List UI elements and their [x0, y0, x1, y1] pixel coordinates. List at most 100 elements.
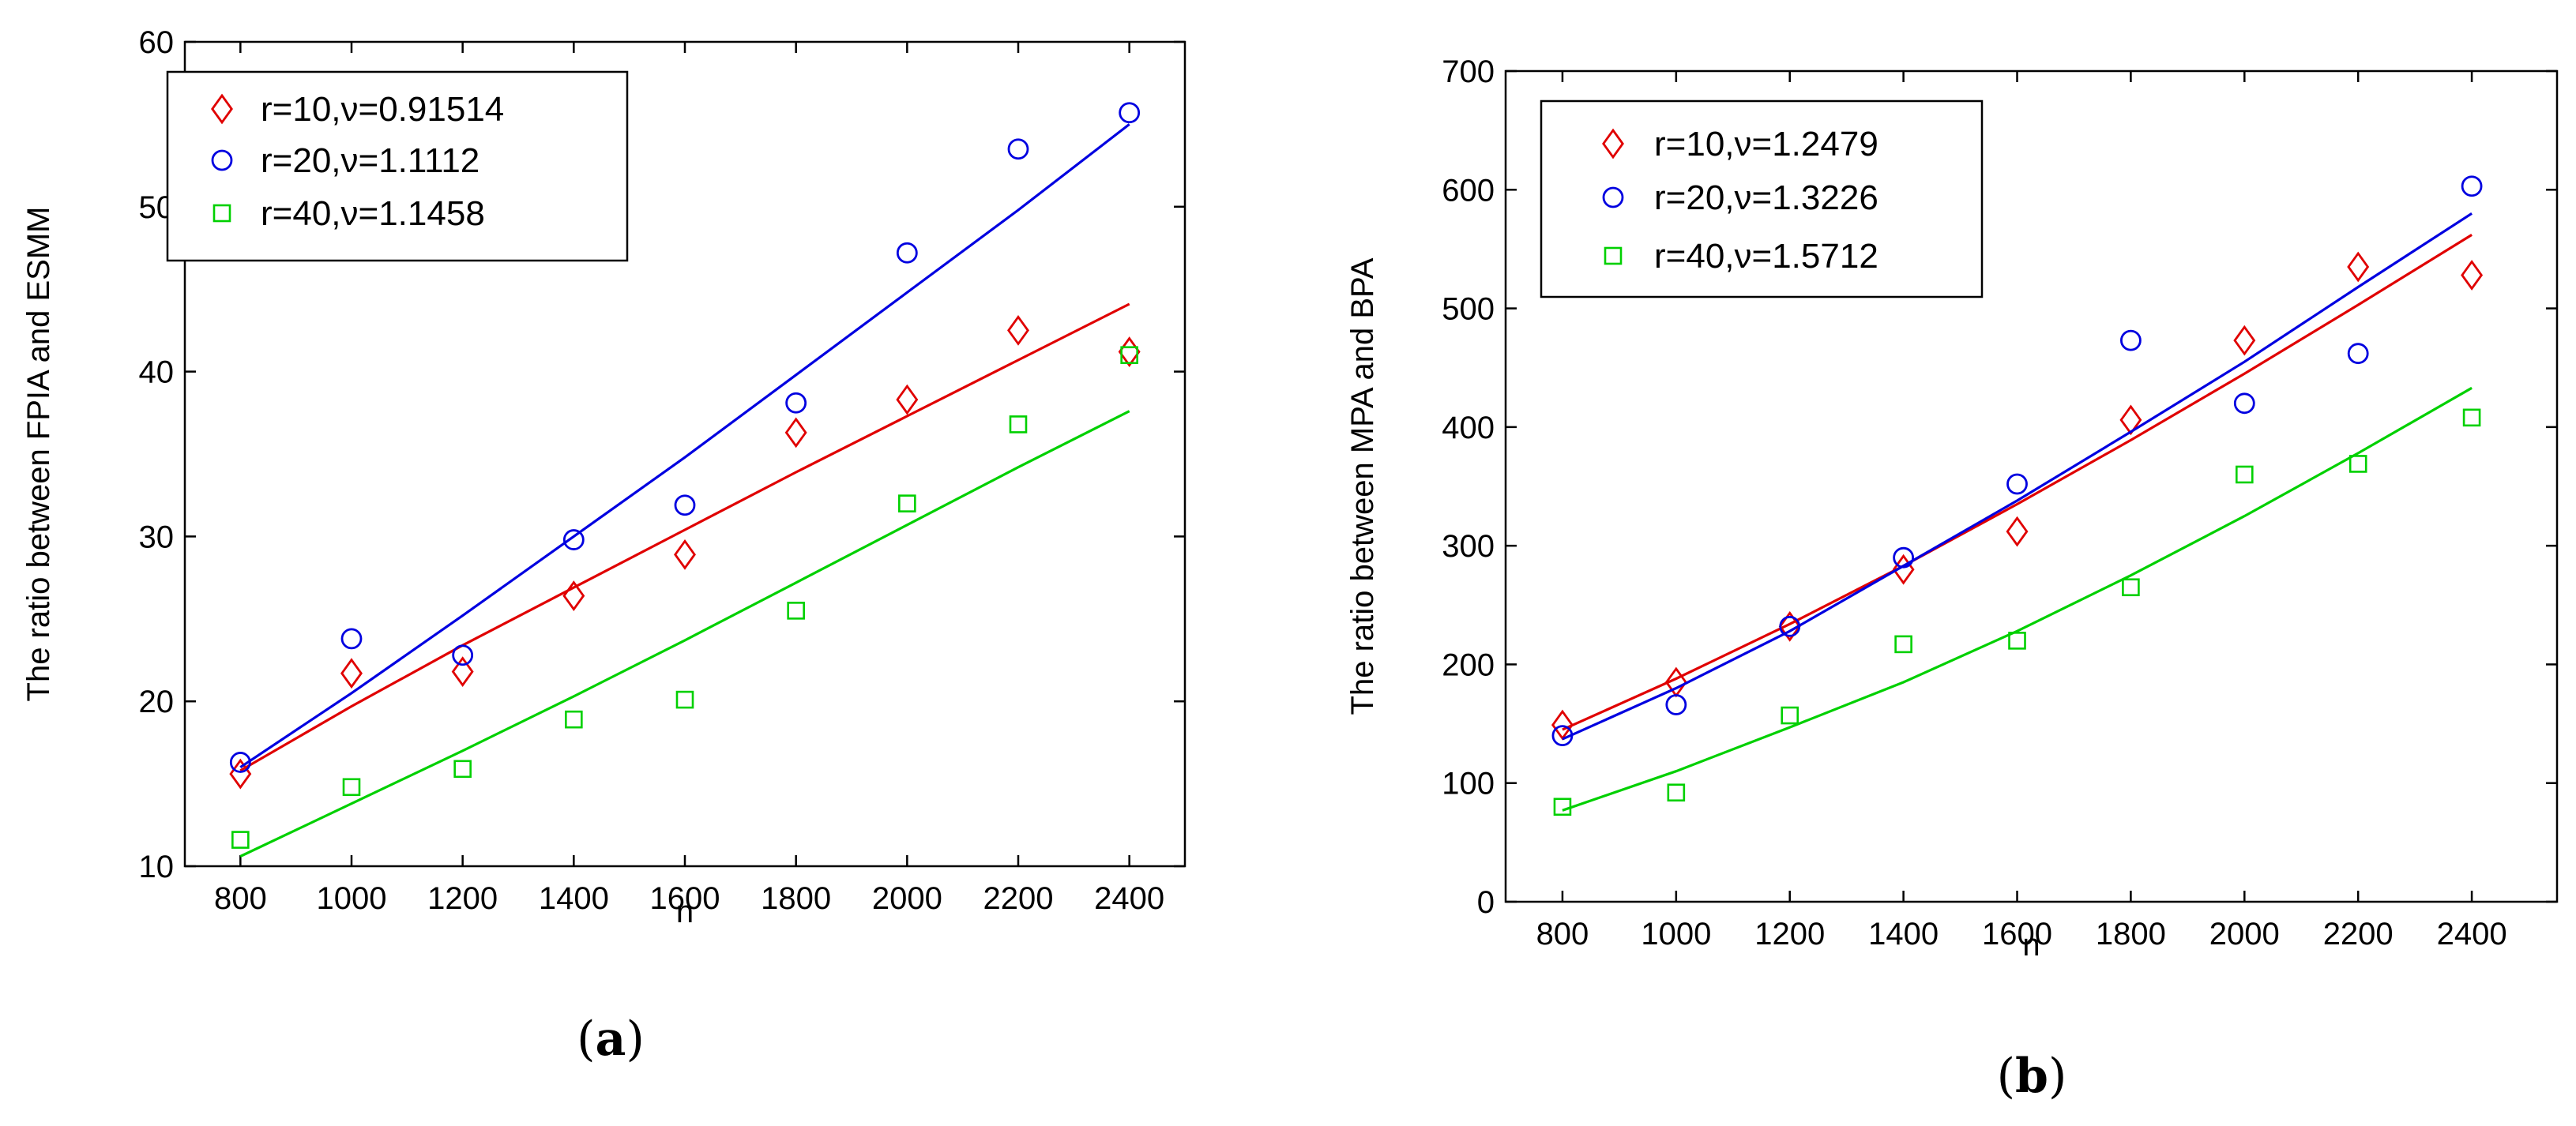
- x-tick-label: 1400: [1868, 917, 1939, 951]
- x-tick-label: 2400: [2437, 917, 2507, 951]
- x-tick-label: 2400: [1094, 881, 1164, 916]
- fit-line-series-1: [1562, 234, 2473, 731]
- data-point-series-1: [2119, 404, 2142, 436]
- data-point-series-2: [2461, 175, 2483, 197]
- x-tick-label: 1800: [2096, 917, 2166, 951]
- legend-label-series-2: r=20,ν=1.3226: [1654, 178, 1878, 217]
- data-point-series-3: [1894, 635, 1912, 654]
- data-point-series-2: [562, 529, 585, 550]
- data-point-series-2: [1665, 694, 1687, 715]
- data-point-series-3: [565, 710, 583, 729]
- data-point-series-2: [2120, 329, 2142, 351]
- data-point-series-2: [1779, 615, 1801, 637]
- x-tick-label: 1200: [1754, 917, 1825, 951]
- data-point-series-1: [1007, 315, 1029, 346]
- legend-label-series-3: r=40,ν=1.5712: [1654, 237, 1878, 276]
- data-point-series-2: [1119, 102, 1141, 124]
- data-point-series-3: [2348, 455, 2367, 473]
- data-point-series-3: [1667, 783, 1686, 802]
- data-point-series-3: [2235, 465, 2254, 484]
- y-tick-label: 500: [1442, 292, 1495, 327]
- chart-panel-b: 0 100 200 300 400 500 600 700 800 1000 1200 1400 16…: [1345, 54, 2559, 1104]
- legend-label-series-1: r=10,ν=0.91514: [261, 90, 504, 129]
- data-point-series-1: [229, 758, 252, 790]
- data-point-series-3: [1009, 415, 1028, 434]
- data-point-series-3: [2122, 578, 2140, 597]
- data-point-series-2: [674, 494, 696, 516]
- y-tick-label: 10: [139, 850, 175, 884]
- legend-b: r=10,ν=1.2479 r=20,ν=1.3226 r=40,ν=1.5712: [1540, 99, 1984, 298]
- y-tick-label: 40: [139, 355, 175, 390]
- data-point-series-2: [896, 242, 918, 264]
- data-point-series-1: [2233, 325, 2256, 356]
- y-tick-label: 0: [1477, 885, 1495, 920]
- x-tick-label: 2200: [2323, 917, 2394, 951]
- x-axis-b: 800 1000 1200 1400 1600 1800 2000 2200 2400: [1536, 71, 2507, 951]
- data-point-series-1: [562, 580, 585, 611]
- data-point-series-1: [451, 656, 474, 688]
- y-tick-label: 400: [1442, 411, 1495, 445]
- x-axis-label-b: n: [2022, 928, 2040, 963]
- x-tick-label: 800: [214, 881, 267, 916]
- x-tick-label: 1600: [1982, 917, 2052, 951]
- y-tick-label: 300: [1442, 529, 1495, 564]
- y-tick-label: 30: [139, 520, 175, 554]
- data-point-series-2: [1551, 725, 1574, 746]
- data-point-series-2: [1007, 138, 1029, 160]
- data-point-series-3: [675, 690, 694, 709]
- y-axis-b: 0 100 200 300 400 500 600 700: [1442, 54, 2557, 920]
- data-point-series-2: [452, 644, 474, 666]
- y-tick-label: 700: [1442, 54, 1495, 89]
- y-tick-label: 200: [1442, 647, 1495, 682]
- data-point-series-1: [896, 384, 919, 415]
- legend-label-series-1: r=10,ν=1.2479: [1654, 125, 1878, 163]
- x-tick-label: 2000: [2209, 917, 2280, 951]
- legend-marker-series-3: [1604, 246, 1623, 265]
- data-point-series-3: [1781, 706, 1799, 725]
- x-tick-label: 1000: [317, 881, 387, 916]
- data-point-series-3: [787, 602, 805, 620]
- legend-marker-series-2: [211, 149, 233, 171]
- data-point-series-2: [340, 628, 363, 650]
- legend-marker-series-2: [1602, 186, 1624, 208]
- data-point-series-3: [2008, 632, 2026, 650]
- y-tick-label: 100: [1442, 767, 1495, 801]
- y-tick-label: 60: [139, 25, 175, 60]
- y-tick-label: 600: [1442, 173, 1495, 208]
- legend-label-series-3: r=40,ν=1.1458: [261, 194, 485, 233]
- series-group-b: [1551, 175, 2484, 816]
- data-point-series-1: [1778, 610, 1801, 642]
- series-group-a: [229, 102, 1141, 858]
- data-point-series-1: [1118, 336, 1141, 367]
- plot-area-b: [1504, 69, 2559, 903]
- legend-label-series-2: r=20,ν=1.1112: [261, 141, 479, 180]
- fit-line-series-1: [239, 302, 1130, 772]
- fit-line-series-2: [239, 123, 1130, 769]
- panel-caption-a: (a): [577, 1012, 645, 1067]
- x-tick-label: 1000: [1641, 917, 1711, 951]
- data-point-series-1: [1551, 709, 1574, 741]
- data-point-series-2: [2233, 392, 2255, 415]
- data-point-series-1: [2461, 260, 2484, 291]
- data-point-series-2: [2347, 343, 2369, 365]
- data-point-series-3: [1553, 798, 1572, 816]
- data-point-series-3: [342, 778, 361, 797]
- data-point-series-1: [2006, 516, 2029, 547]
- x-tick-label: 1800: [761, 881, 831, 916]
- fit-line-series-2: [1562, 212, 2473, 741]
- x-tick-label: 1200: [427, 881, 498, 916]
- y-axis-label-b: The ratio between MPA and BPA: [1345, 257, 1380, 715]
- data-point-series-2: [2006, 473, 2028, 495]
- y-tick-label: 20: [139, 685, 175, 719]
- data-point-series-2: [1893, 546, 1915, 569]
- x-axis-a: 800 1000 1200 1400 1600 1800 2000 2200 2400: [214, 42, 1164, 916]
- y-axis-label-a: The ratio between FPIA and ESMM: [21, 207, 56, 702]
- data-point-series-1: [340, 658, 363, 689]
- data-point-series-1: [784, 417, 807, 449]
- legend-marker-series-1: [211, 93, 233, 125]
- data-point-series-3: [231, 831, 250, 849]
